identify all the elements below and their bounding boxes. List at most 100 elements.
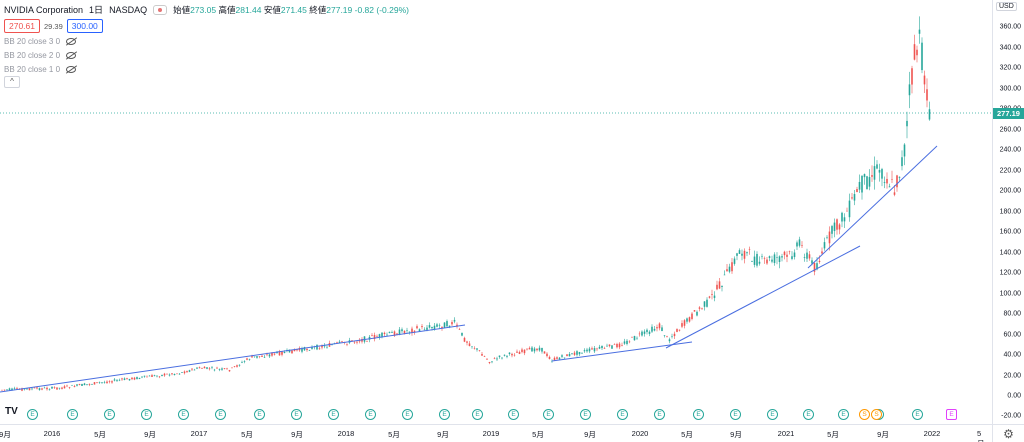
candle-body xyxy=(541,347,543,352)
sell-button[interactable]: 270.61 xyxy=(4,19,40,33)
indicator-bb-3[interactable]: BB 20 close 3 0 xyxy=(4,37,77,46)
candle-body xyxy=(833,222,836,232)
chart-pane[interactable]: NVIDIA Corporation 1日 NASDAQ 始値273.05 高値… xyxy=(0,0,992,424)
earnings-marker[interactable]: E xyxy=(178,409,189,420)
earnings-marker[interactable]: E xyxy=(27,409,38,420)
time-axis[interactable]: 9月 2016 5月 9月 2017 5月 9月 2018 5月 9月 2019 5月 9月 2020 5月… xyxy=(0,424,992,442)
price-axis[interactable]: USD 360.00340.00320.00300.00280.00260.00… xyxy=(992,0,1024,424)
candle-body xyxy=(246,358,248,360)
earnings-marker[interactable]: E xyxy=(767,409,778,420)
candle-body xyxy=(88,383,91,385)
spread-value: 29.39 xyxy=(44,21,63,31)
candle-body xyxy=(218,368,221,370)
candle-body xyxy=(811,260,813,264)
symbol-title[interactable]: NVIDIA Corporation xyxy=(4,5,84,15)
candle-body xyxy=(403,330,406,334)
earnings-marker[interactable]: E xyxy=(104,409,115,420)
candle-body xyxy=(211,367,213,368)
trendline-1[interactable] xyxy=(0,324,466,393)
candle-body xyxy=(423,329,426,331)
candle-body xyxy=(308,350,311,351)
candle-body xyxy=(756,253,758,266)
price-tick: 360.00 xyxy=(999,23,1021,31)
candle-body xyxy=(673,333,676,337)
candle-body xyxy=(588,348,591,352)
candle-body xyxy=(306,348,308,351)
earnings-marker[interactable]: E xyxy=(838,409,849,420)
candle-body xyxy=(653,328,656,331)
trendline-3[interactable] xyxy=(665,245,861,349)
candle-body xyxy=(748,249,751,250)
earnings-marker[interactable]: E xyxy=(912,409,923,420)
candle-body xyxy=(798,239,801,246)
time-tick: 9月 xyxy=(584,430,596,439)
earnings-marker[interactable]: E xyxy=(472,409,483,420)
candle-body xyxy=(693,310,696,312)
earnings-marker[interactable]: E xyxy=(365,409,376,420)
candle-body xyxy=(646,329,648,333)
eye-hidden-icon[interactable] xyxy=(66,52,77,59)
earnings-marker[interactable]: E xyxy=(508,409,519,420)
earnings-marker[interactable]: E xyxy=(803,409,814,420)
candle-body xyxy=(638,333,641,335)
earnings-marker[interactable]: E xyxy=(580,409,591,420)
candle-body xyxy=(858,181,861,190)
currency-button[interactable]: USD xyxy=(996,2,1017,11)
price-tick: 160.00 xyxy=(999,228,1021,236)
trendline-4[interactable] xyxy=(807,145,938,269)
candle-body xyxy=(508,352,511,355)
candle-body xyxy=(716,284,718,290)
candle-body xyxy=(188,370,191,372)
trendline-2[interactable] xyxy=(551,341,693,362)
indicator-bb-2[interactable]: BB 20 close 2 0 xyxy=(4,51,77,60)
last-price-label: 277.19 xyxy=(993,108,1024,119)
earnings-marker[interactable]: E xyxy=(617,409,628,420)
chart-legend: NVIDIA Corporation 1日 NASDAQ 始値273.05 高値… xyxy=(4,4,409,16)
candle-body xyxy=(876,164,878,169)
candle-body xyxy=(551,360,553,362)
earnings-marker[interactable]: E xyxy=(291,409,302,420)
candle-body xyxy=(573,352,576,355)
earnings-marker[interactable]: E xyxy=(215,409,226,420)
candle-body xyxy=(138,377,141,379)
candle-body xyxy=(141,376,143,378)
future-earnings-marker[interactable]: E xyxy=(946,409,957,420)
price-chart[interactable] xyxy=(0,0,992,424)
earnings-marker[interactable]: E xyxy=(402,409,413,420)
earnings-marker[interactable]: E xyxy=(254,409,265,420)
candle-body xyxy=(753,256,756,265)
candle-body xyxy=(838,224,841,230)
collapse-legend-button[interactable]: ^ xyxy=(4,76,20,88)
tradingview-logo[interactable]: TV xyxy=(5,406,18,417)
candle-body xyxy=(3,389,6,391)
earnings-marker[interactable]: E xyxy=(328,409,339,420)
candle-body xyxy=(406,330,408,331)
candle-body xyxy=(446,321,448,327)
candle-body xyxy=(601,345,603,349)
candle-body xyxy=(366,341,368,342)
earnings-marker[interactable]: E xyxy=(654,409,665,420)
ohlc-values: 始値273.05 高値281.44 安値271.45 終値277.19 -0.8… xyxy=(173,5,409,15)
earnings-marker[interactable]: E xyxy=(730,409,741,420)
indicator-bb-1[interactable]: BB 20 close 1 0 xyxy=(4,65,77,74)
candle-body xyxy=(73,386,76,388)
earnings-marker[interactable]: E xyxy=(693,409,704,420)
candle-body xyxy=(273,353,276,355)
candle-body xyxy=(433,325,436,330)
eye-hidden-icon[interactable] xyxy=(66,38,77,45)
chart-settings-gear-icon[interactable]: ⚙ xyxy=(992,424,1024,442)
candle-body xyxy=(803,257,806,258)
buy-button[interactable]: 300.00 xyxy=(66,19,103,33)
symbol-visibility-icon[interactable] xyxy=(153,5,168,15)
earnings-marker[interactable]: E xyxy=(141,409,152,420)
split-marker[interactable]: S xyxy=(859,409,870,420)
earnings-marker[interactable]: E xyxy=(67,409,78,420)
eye-hidden-icon[interactable] xyxy=(66,66,77,73)
interval-label[interactable]: 1日 xyxy=(89,5,104,15)
candle-body xyxy=(863,174,866,178)
split-marker[interactable]: S xyxy=(871,409,882,420)
time-tick: 5月 xyxy=(977,429,985,442)
earnings-marker[interactable]: E xyxy=(543,409,554,420)
candle-body xyxy=(201,368,203,369)
earnings-marker[interactable]: E xyxy=(439,409,450,420)
